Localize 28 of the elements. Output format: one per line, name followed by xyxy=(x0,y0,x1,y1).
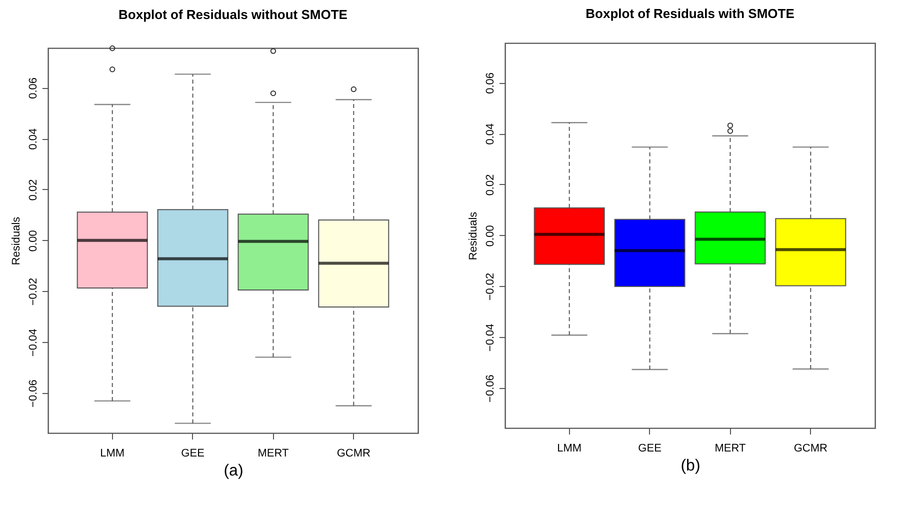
y-tick-label: −0.02 xyxy=(484,272,496,301)
x-tick-label: GCMR xyxy=(794,442,828,454)
y-tick-label: 0.06 xyxy=(484,72,496,94)
x-tick-label: MERT xyxy=(714,442,746,454)
chart-title: Boxplot of Residuals with SMOTE xyxy=(586,6,795,21)
y-axis-title: Residuals xyxy=(10,216,22,266)
y-tick-label: −0.06 xyxy=(484,374,496,402)
y-tick-label: 0.06 xyxy=(28,77,40,99)
y-tick-label: 0.02 xyxy=(484,174,496,196)
y-tick-label: −0.02 xyxy=(28,278,40,306)
x-tick-label: LMM xyxy=(100,448,125,460)
x-tick-label: MERT xyxy=(258,448,289,460)
y-axis-title: Residuals xyxy=(468,211,480,260)
x-tick-label: GCMR xyxy=(336,448,371,460)
y-tick-label: −0.06 xyxy=(28,380,40,408)
x-tick-label: GEE xyxy=(638,442,662,454)
y-tick-label: 0.04 xyxy=(28,128,40,150)
y-tick-label: 0.02 xyxy=(28,179,40,201)
y-tick-label: 0.00 xyxy=(28,230,40,252)
chart-title: Boxplot of Residuals without SMOTE xyxy=(118,6,348,22)
text: (b) xyxy=(680,458,700,474)
x-tick-label: GEE xyxy=(181,448,204,460)
y-tick-label: 0.00 xyxy=(484,225,496,247)
text: (a) xyxy=(224,462,244,480)
y-tick-label: −0.04 xyxy=(28,328,40,357)
x-tick-label: LMM xyxy=(557,442,582,454)
y-tick-label: 0.04 xyxy=(484,123,496,145)
y-tick-label: −0.04 xyxy=(484,324,496,352)
